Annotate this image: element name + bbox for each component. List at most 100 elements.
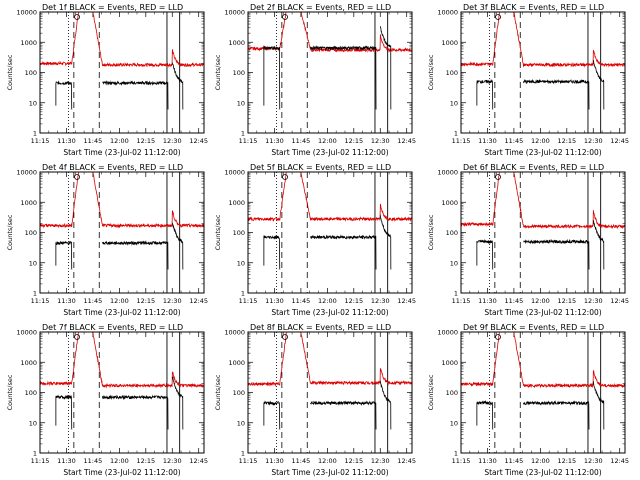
events-series-line	[171, 62, 184, 110]
x-tick-label: 12:00	[110, 457, 129, 465]
events-series-line	[55, 80, 73, 110]
x-tick-label: 12:15	[557, 297, 576, 305]
x-tick-label: 12:15	[136, 457, 155, 465]
y-tick-label: 100	[233, 229, 245, 237]
x-axis-label: Start Time (23-Jul-02 11:12:00)	[63, 308, 180, 317]
x-tick-label: 12:45	[397, 457, 416, 465]
plot-frame	[39, 171, 205, 294]
marker-circle	[282, 174, 288, 180]
x-tick-label: 12:30	[163, 457, 182, 465]
y-tick-label: 10000	[16, 9, 37, 17]
x-tick-label: 11:15	[452, 137, 471, 145]
marker-circle	[495, 174, 501, 180]
events-series-line	[476, 78, 494, 110]
panel-title: Det 2f BLACK = Events, RED = LLD	[250, 3, 391, 12]
x-axis-label: Start Time (23-Jul-02 11:12:00)	[484, 308, 601, 317]
panel-data	[461, 172, 625, 293]
events-series-line	[592, 381, 605, 430]
x-tick-label: 12:45	[610, 457, 629, 465]
y-tick-label: 100	[25, 69, 37, 77]
x-tick-label: 12:00	[531, 297, 550, 305]
y-axis-label: Counts/sec	[6, 54, 14, 90]
x-tick-label: 11:30	[57, 297, 76, 305]
panel-title: Det 8f BLACK = Events, RED = LLD	[250, 323, 391, 332]
x-tick-label: 12:45	[189, 457, 208, 465]
x-tick-label: 12:00	[318, 297, 337, 305]
events-series-line	[310, 400, 377, 430]
y-tick-label: 10000	[437, 169, 458, 177]
events-series-line	[310, 45, 377, 110]
x-tick-label: 12:45	[610, 297, 629, 305]
plot-frame	[39, 331, 205, 454]
x-tick-label: 12:00	[318, 457, 337, 465]
lld-series-line	[461, 332, 625, 389]
panel-data	[40, 332, 204, 453]
x-tick-label: 11:30	[265, 137, 284, 145]
panel-data	[248, 332, 412, 453]
events-series-line	[171, 222, 184, 270]
x-tick-label: 12:30	[371, 137, 390, 145]
lld-series-line	[40, 332, 204, 389]
y-tick-label: 10000	[437, 9, 458, 17]
x-tick-label: 11:30	[265, 457, 284, 465]
x-tick-label: 12:45	[189, 137, 208, 145]
panel-title: Det 6f BLACK = Events, RED = LLD	[463, 163, 604, 172]
panel-title: Det 3f BLACK = Events, RED = LLD	[463, 3, 604, 12]
y-tick-label: 1000	[228, 39, 245, 47]
lld-series-line	[40, 172, 204, 229]
panel-title: Det 4f BLACK = Events, RED = LLD	[42, 163, 183, 172]
panel-5: Det 5f BLACK = Events, RED = LLD Counts/s…	[214, 163, 416, 317]
y-axis-label: Counts/sec	[427, 374, 435, 410]
x-tick-label: 12:45	[397, 137, 416, 145]
events-series-line	[263, 45, 281, 110]
x-tick-label: 12:30	[163, 297, 182, 305]
y-tick-label: 10	[237, 99, 245, 107]
y-tick-label: 1	[454, 130, 458, 138]
y-axis-label: Counts/sec	[214, 214, 222, 250]
events-series-line	[476, 400, 494, 430]
x-tick-label: 11:45	[505, 457, 524, 465]
y-axis-label: Counts/sec	[214, 54, 222, 90]
x-tick-label: 12:00	[318, 137, 337, 145]
y-tick-label: 10	[450, 419, 458, 427]
lld-series-line	[248, 172, 412, 222]
x-tick-label: 12:15	[136, 297, 155, 305]
x-tick-label: 12:45	[397, 297, 416, 305]
x-axis-label: Start Time (23-Jul-02 11:12:00)	[484, 468, 601, 477]
y-tick-label: 1000	[228, 199, 245, 207]
x-tick-label: 12:30	[371, 297, 390, 305]
y-tick-label: 1000	[441, 199, 458, 207]
x-tick-label: 12:30	[584, 297, 603, 305]
panel-data	[248, 172, 412, 293]
marker-circle	[495, 14, 501, 20]
panel-9: Det 9f BLACK = Events, RED = LLD Counts/s…	[427, 323, 629, 477]
events-series-line	[102, 394, 169, 430]
panel-4: Det 4f BLACK = Events, RED = LLD Counts/s…	[6, 163, 208, 317]
y-tick-label: 10	[237, 259, 245, 267]
x-tick-label: 12:30	[584, 457, 603, 465]
x-tick-label: 11:45	[84, 297, 103, 305]
y-tick-label: 10000	[16, 169, 37, 177]
x-tick-label: 11:30	[478, 457, 497, 465]
panel-6: Det 6f BLACK = Events, RED = LLD Counts/s…	[427, 163, 629, 317]
y-tick-label: 10000	[224, 329, 245, 337]
y-tick-label: 100	[233, 69, 245, 77]
x-tick-label: 12:15	[344, 137, 363, 145]
events-series-line	[263, 400, 281, 430]
y-tick-label: 10000	[224, 169, 245, 177]
events-series-line	[263, 235, 281, 270]
panel-title: Det 1f BLACK = Events, RED = LLD	[42, 3, 183, 12]
x-axis-label: Start Time (23-Jul-02 11:12:00)	[271, 468, 388, 477]
panel-data	[461, 12, 625, 133]
y-tick-label: 1000	[441, 39, 458, 47]
y-tick-label: 1000	[20, 359, 37, 367]
x-tick-label: 12:30	[371, 457, 390, 465]
panel-3: Det 3f BLACK = Events, RED = LLD Counts/s…	[427, 3, 629, 157]
panel-title: Det 7f BLACK = Events, RED = LLD	[42, 323, 183, 332]
marker-circle	[282, 14, 288, 20]
x-tick-label: 11:30	[57, 137, 76, 145]
x-tick-label: 12:15	[557, 137, 576, 145]
y-axis-label: Counts/sec	[427, 214, 435, 250]
events-series-line	[55, 240, 73, 270]
